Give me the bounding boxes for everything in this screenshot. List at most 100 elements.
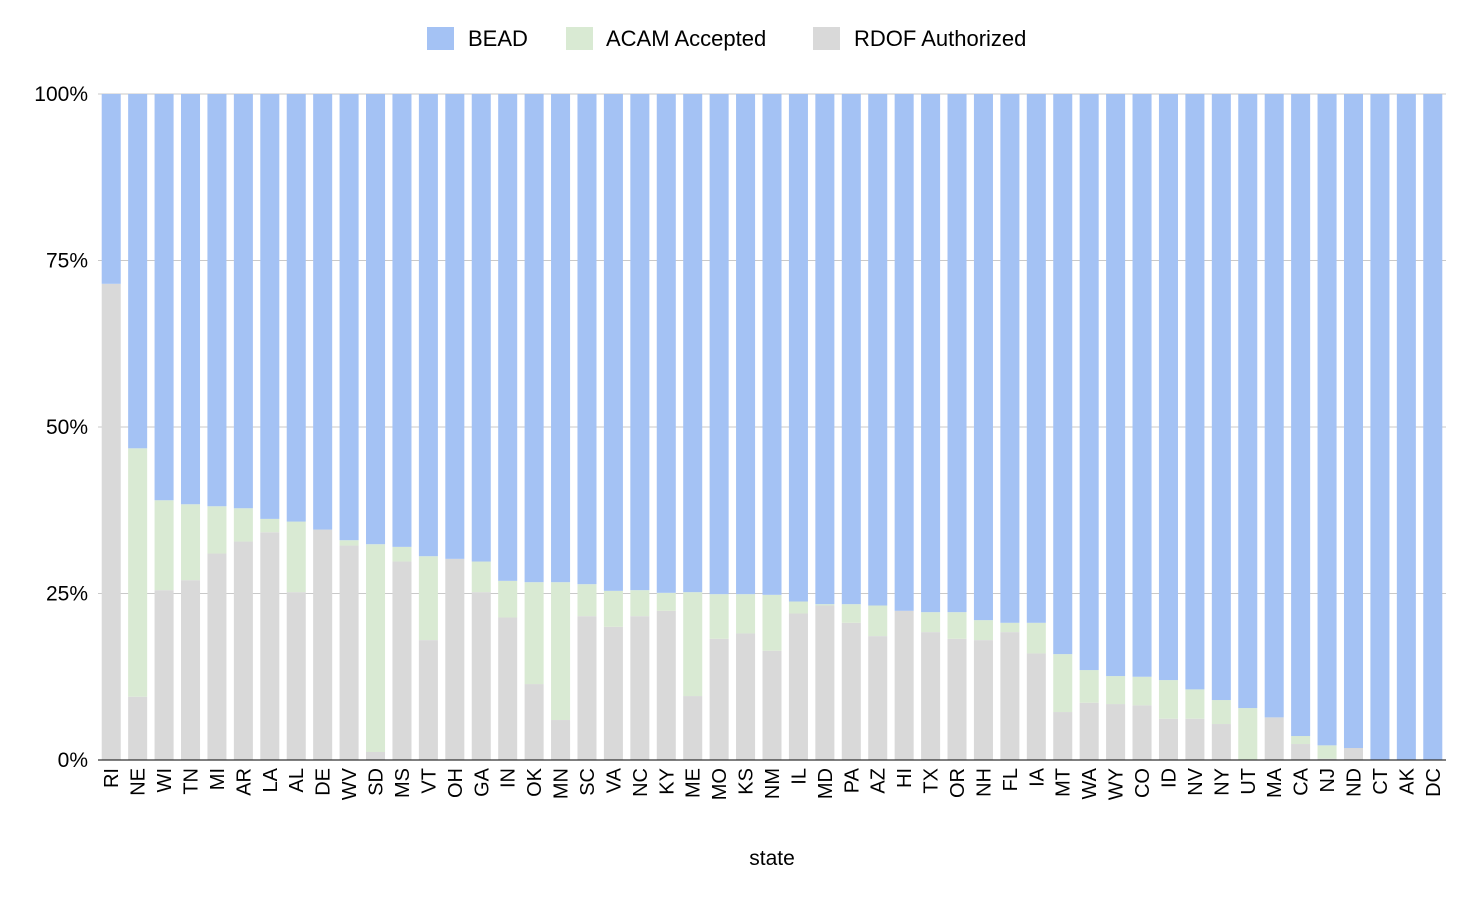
x-axis-title: state	[749, 847, 795, 870]
bar-segment-bead-wa	[1079, 94, 1099, 671]
bar-segment-acam-accepted-ut	[1238, 708, 1258, 760]
bar-segment-rdof-authorized-nc	[630, 616, 650, 760]
bar-segment-rdof-authorized-de	[313, 529, 333, 760]
bar-segment-acam-accepted-vt	[418, 556, 438, 641]
x-tick-label-sc: SC	[577, 768, 599, 796]
bar-segment-rdof-authorized-nm	[762, 650, 782, 760]
x-axis-tick-labels: RI NE WI TN MI AR LA AL DE WV SD MS VT OH GA IN OK MN SC VA…	[101, 767, 1445, 800]
bar-segment-rdof-authorized-nj	[1317, 758, 1337, 760]
bar-segment-bead-ar	[233, 94, 253, 509]
bar-segment-rdof-authorized-ca	[1291, 744, 1311, 760]
bar-segment-bead-ok	[524, 94, 544, 583]
bar-segment-rdof-authorized-al	[286, 592, 306, 760]
bar-segment-bead-id	[1158, 94, 1178, 681]
x-tick-label-nj: NJ	[1317, 768, 1339, 792]
bar-segment-acam-accepted-nm	[762, 594, 782, 651]
bars	[101, 94, 1443, 760]
bar-segment-bead-sd	[366, 94, 386, 545]
bar-segment-acam-accepted-va	[603, 590, 623, 627]
bar-segment-bead-ri	[101, 94, 121, 284]
bar-segment-acam-accepted-ks	[736, 594, 756, 634]
x-tick-label-co: CO	[1132, 768, 1154, 798]
bar-segment-bead-nv	[1185, 94, 1205, 690]
bar-segment-bead-tx	[921, 94, 941, 613]
x-tick-label-la: LA	[260, 767, 282, 792]
x-tick-label-in: IN	[498, 768, 520, 788]
bar-segment-bead-in	[498, 94, 518, 581]
bar-segment-rdof-authorized-il	[788, 613, 808, 760]
bar-segment-rdof-authorized-vt	[418, 640, 438, 760]
x-tick-label-nd: ND	[1343, 768, 1365, 797]
y-tick-label: 50%	[46, 416, 88, 439]
legend-swatch-acam-accepted	[566, 27, 593, 50]
bar-segment-rdof-authorized-mo	[709, 638, 729, 760]
bar-segment-rdof-authorized-ne	[128, 696, 148, 760]
bar-segment-acam-accepted-ca	[1291, 736, 1311, 745]
legend: BEAD ACAM Accepted RDOF Authorized	[427, 26, 1026, 51]
x-tick-label-md: MD	[815, 768, 837, 799]
bar-segment-acam-accepted-ia	[1026, 622, 1046, 654]
bar-segment-rdof-authorized-ia	[1026, 653, 1046, 760]
bar-segment-acam-accepted-ms	[392, 546, 412, 562]
bar-segment-bead-tn	[180, 94, 201, 505]
x-tick-label-ne: NE	[128, 768, 150, 796]
bar-segment-rdof-authorized-ri	[101, 283, 121, 760]
bar-segment-rdof-authorized-ky	[656, 610, 676, 760]
bar-segment-rdof-authorized-oh	[445, 558, 465, 760]
x-tick-label-tn: TN	[181, 768, 203, 795]
bar-segment-rdof-authorized-ks	[736, 633, 756, 760]
bar-segment-rdof-authorized-mn	[551, 720, 571, 760]
x-tick-label-ma: MA	[1264, 767, 1286, 798]
bar-segment-acam-accepted-fl	[1000, 622, 1020, 633]
bar-segment-acam-accepted-mn	[551, 582, 571, 721]
x-tick-label-nh: NH	[973, 768, 995, 797]
bar-segment-bead-wv	[339, 94, 359, 541]
bar-segment-rdof-authorized-fl	[1000, 632, 1020, 760]
bar-segment-rdof-authorized-nd	[1343, 748, 1364, 760]
x-tick-label-ky: KY	[656, 768, 678, 795]
x-tick-label-il: IL	[788, 768, 810, 785]
bar-segment-bead-va	[603, 94, 623, 591]
y-axis-tick-labels: 0% 25% 50% 75% 100%	[34, 83, 88, 772]
bar-segment-acam-accepted-sd	[366, 544, 386, 753]
legend-label-acam-accepted: ACAM Accepted	[606, 26, 766, 51]
bar-segment-bead-wy	[1106, 94, 1126, 677]
x-tick-label-de: DE	[313, 768, 335, 796]
x-tick-label-nm: NM	[762, 768, 784, 799]
bar-segment-acam-accepted-nh	[973, 620, 993, 641]
bar-segment-bead-co	[1132, 94, 1152, 677]
bar-segment-rdof-authorized-hi	[894, 610, 914, 760]
x-tick-label-wi: WI	[154, 768, 176, 792]
bar-segment-rdof-authorized-ma	[1264, 717, 1284, 760]
x-tick-label-ia: IA	[1026, 767, 1048, 787]
bar-segment-rdof-authorized-ok	[524, 684, 544, 760]
x-tick-label-ms: MS	[392, 768, 414, 798]
x-tick-label-tx: TX	[921, 768, 943, 794]
bar-segment-rdof-authorized-in	[498, 617, 518, 760]
bar-segment-acam-accepted-nc	[630, 590, 650, 617]
x-tick-label-mn: MN	[551, 768, 573, 799]
bar-segment-rdof-authorized-la	[260, 532, 280, 760]
bar-segment-rdof-authorized-mi	[207, 553, 227, 760]
x-tick-label-or: OR	[947, 768, 969, 798]
bar-segment-rdof-authorized-wv	[339, 545, 359, 760]
bar-segment-rdof-authorized-ny	[1211, 724, 1231, 760]
bar-segment-bead-oh	[445, 94, 465, 559]
bar-segment-rdof-authorized-or	[947, 638, 967, 760]
bar-segment-acam-accepted-nj	[1317, 745, 1337, 759]
bar-segment-acam-accepted-wy	[1106, 676, 1126, 705]
bar-segment-bead-wi	[154, 94, 174, 501]
bar-segment-rdof-authorized-sd	[366, 752, 386, 760]
bar-segment-bead-ne	[128, 94, 148, 449]
bar-segment-acam-accepted-wv	[339, 540, 359, 546]
bar-segment-acam-accepted-wa	[1079, 670, 1099, 703]
bar-segment-bead-la	[260, 94, 280, 519]
x-tick-label-dc: DC	[1423, 768, 1445, 797]
bar-segment-acam-accepted-md	[815, 604, 835, 606]
x-tick-label-oh: OH	[445, 768, 467, 798]
x-tick-label-ct: CT	[1370, 768, 1392, 795]
x-tick-label-wa: WA	[1079, 767, 1101, 799]
bar-segment-rdof-authorized-ga	[471, 592, 491, 760]
